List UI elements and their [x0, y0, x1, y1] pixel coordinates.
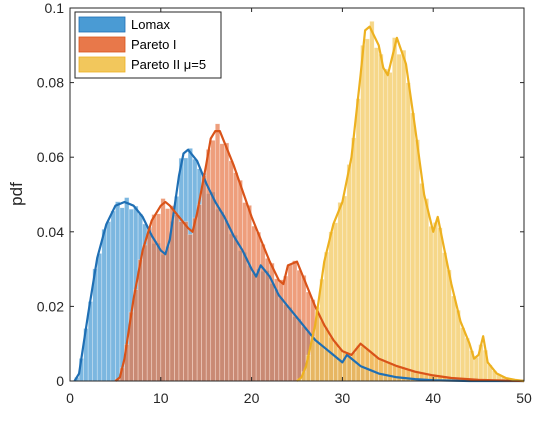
- hist-bar: [364, 38, 370, 382]
- hist-bar: [201, 175, 207, 382]
- hist-bar: [392, 37, 398, 382]
- hist-bar: [160, 198, 166, 382]
- hist-bar: [283, 275, 289, 382]
- hist-bar: [473, 357, 479, 382]
- hist-bar: [174, 214, 180, 382]
- hist-bar: [110, 210, 116, 382]
- y-axis-label: pdf: [7, 182, 26, 206]
- hist-bar: [183, 221, 189, 382]
- hist-bar: [446, 269, 452, 382]
- hist-bar: [401, 49, 407, 382]
- hist-bar: [101, 228, 107, 382]
- hist-bar: [432, 222, 439, 382]
- density-line-1: [114, 129, 525, 383]
- legend-label: Pareto II μ=5: [131, 57, 206, 72]
- density-line-0: [73, 148, 524, 383]
- hist-bar: [396, 53, 402, 382]
- hist-bar: [337, 202, 343, 382]
- y-tick-label: 0.02: [37, 298, 64, 314]
- hist-bar: [414, 139, 420, 382]
- hist-bar: [137, 259, 143, 382]
- hist-bar: [115, 201, 121, 382]
- legend: Lomax Pareto I Pareto II μ=5: [74, 11, 222, 79]
- y-tick-label: 0.1: [45, 0, 65, 16]
- hist-bar: [346, 164, 352, 382]
- density-line-2: [296, 25, 525, 383]
- hist-bar: [165, 208, 171, 382]
- hist-bar: [355, 98, 361, 382]
- hist-bar: [233, 172, 239, 382]
- hist-bar: [292, 260, 298, 382]
- x-tick-label: 0: [66, 390, 74, 406]
- legend-swatch: [78, 36, 126, 53]
- plot-frame: [69, 7, 525, 382]
- x-tick-label: 20: [244, 390, 260, 406]
- hist-bar: [246, 205, 252, 382]
- y-tick-label: 0.04: [37, 224, 64, 240]
- hist-bar: [405, 82, 411, 382]
- hist-bar: [133, 289, 139, 382]
- density-curves: [73, 25, 525, 383]
- hist-bar: [187, 234, 193, 382]
- x-axis-ticks: 0 10 20 30 40 50: [66, 8, 532, 406]
- hist-bar: [106, 221, 112, 382]
- legend-label: Pareto I: [131, 37, 177, 52]
- hist-bar: [192, 217, 198, 382]
- x-tick-label: 30: [335, 390, 351, 406]
- hist-bar: [378, 53, 384, 382]
- x-tick-label: 10: [153, 390, 169, 406]
- hist-bar: [428, 226, 434, 382]
- hist-bar: [287, 264, 293, 382]
- y-axis-ticks: 0 0.02 0.04 0.06 0.08 0.1: [37, 0, 524, 389]
- hist-bar: [369, 21, 375, 382]
- y-tick-label: 0.08: [37, 75, 64, 91]
- hist-bar: [255, 231, 261, 382]
- hist-bar: [155, 213, 162, 382]
- hist-bar: [460, 327, 466, 382]
- hist-bar: [196, 204, 202, 382]
- hist-bar: [382, 68, 389, 382]
- legend-swatch: [78, 56, 126, 73]
- x-tick-label: 40: [425, 390, 441, 406]
- hist-bar: [251, 225, 257, 382]
- hist-bar: [441, 252, 448, 382]
- hist-bar: [296, 269, 302, 382]
- hist-bar: [228, 160, 234, 382]
- legend-swatch: [78, 16, 126, 33]
- hist-bar: [410, 112, 416, 382]
- hist-bar: [146, 227, 153, 382]
- hist-bar: [423, 198, 429, 382]
- hist-bar: [328, 231, 334, 382]
- hist-bar: [237, 179, 243, 382]
- y-tick-label: 0: [56, 373, 64, 389]
- hist-bar: [387, 72, 393, 382]
- x-tick-label: 50: [516, 390, 532, 406]
- hist-bar: [323, 251, 330, 382]
- hist-bar: [210, 140, 216, 382]
- hist-bar: [224, 142, 230, 382]
- y-tick-label: 0.06: [37, 149, 64, 165]
- hist-bar: [373, 47, 380, 382]
- hist-bar: [419, 183, 425, 382]
- hist-bar: [214, 123, 221, 382]
- hist-bar: [142, 244, 148, 382]
- hist-bar: [437, 227, 443, 382]
- legend-label: Lomax: [131, 17, 171, 32]
- hist-bar: [451, 295, 457, 382]
- hist-bar: [178, 221, 184, 382]
- hist-bar: [96, 253, 103, 382]
- series-bars-2: [296, 21, 516, 382]
- hist-bar: [351, 137, 357, 382]
- hist-bar: [360, 44, 366, 382]
- hist-bar: [219, 143, 225, 382]
- hist-bar: [119, 207, 125, 382]
- hist-bar: [242, 202, 248, 382]
